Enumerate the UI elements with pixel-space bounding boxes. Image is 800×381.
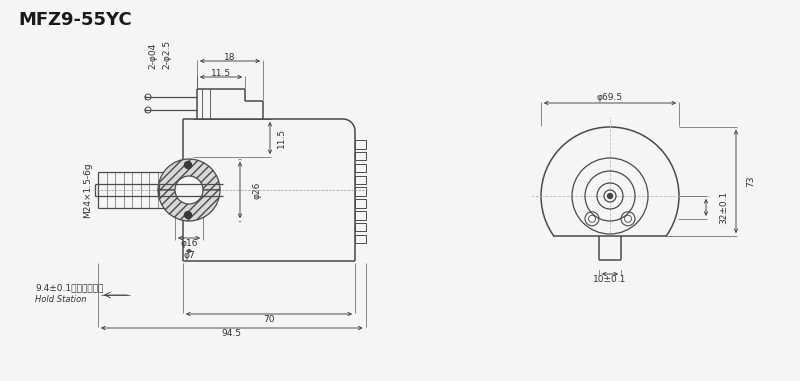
Text: Hold Station: Hold Station [35, 295, 86, 304]
Text: 2-φ2.5: 2-φ2.5 [162, 40, 171, 69]
Text: 10±0.1: 10±0.1 [594, 275, 626, 283]
Text: 2-φ04: 2-φ04 [149, 43, 158, 69]
Text: φ16: φ16 [180, 239, 198, 248]
Text: φ69.5: φ69.5 [597, 93, 623, 102]
Wedge shape [158, 159, 220, 190]
Text: MFZ9-55YC: MFZ9-55YC [18, 11, 132, 29]
Text: 9.4±0.1（吸合位置）: 9.4±0.1（吸合位置） [35, 283, 103, 292]
Text: M24×1.5-6g: M24×1.5-6g [83, 162, 93, 218]
Text: 70: 70 [263, 314, 274, 323]
Polygon shape [554, 236, 666, 270]
Circle shape [604, 190, 616, 202]
Circle shape [607, 194, 613, 199]
Text: φ7: φ7 [183, 251, 195, 261]
Text: φ26: φ26 [252, 181, 261, 199]
Text: 18: 18 [224, 53, 236, 61]
Text: 73: 73 [746, 176, 755, 187]
Text: 32±0.1: 32±0.1 [719, 191, 728, 224]
Circle shape [175, 176, 203, 204]
Text: 11.5: 11.5 [211, 69, 231, 77]
Wedge shape [158, 190, 220, 221]
Text: 11.5: 11.5 [277, 128, 286, 148]
Circle shape [185, 211, 191, 218]
Text: 94.5: 94.5 [222, 328, 242, 338]
Circle shape [185, 162, 191, 168]
